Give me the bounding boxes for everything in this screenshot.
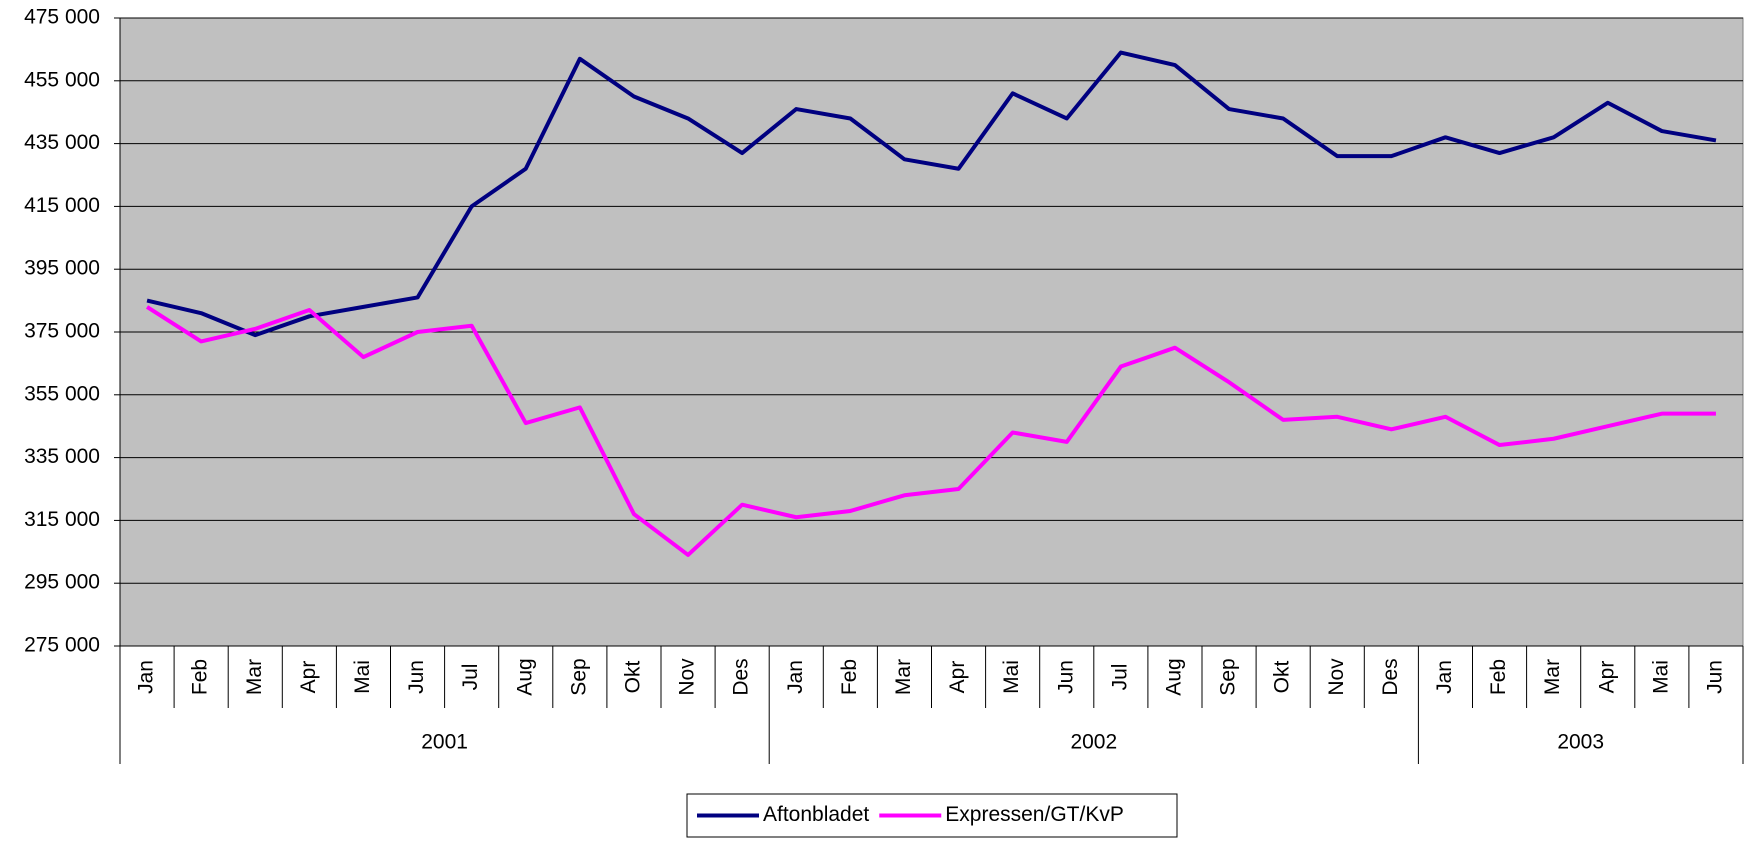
x-tick-label: Jun — [1054, 660, 1077, 694]
legend-label: Expressen/GT/KvP — [945, 803, 1124, 826]
y-tick-label: 275 000 — [24, 634, 100, 657]
x-tick-label: Feb — [1487, 659, 1510, 695]
series-line — [145, 305, 1716, 557]
x-tick-label: Aug — [513, 658, 536, 695]
y-tick-label: 375 000 — [24, 320, 100, 343]
x-tick-label: Nov — [1325, 658, 1348, 696]
x-tick-label: Des — [1379, 658, 1402, 695]
x-tick-label: Jul — [1108, 664, 1131, 691]
y-tick-label: 415 000 — [24, 194, 100, 217]
x-tick-label: Mai — [351, 660, 374, 694]
group-label: 2002 — [1070, 731, 1117, 754]
x-tick-label: Jan — [1433, 660, 1456, 694]
series-line — [146, 50, 1717, 338]
x-tick-label: Jul — [459, 664, 482, 691]
y-tick-label: 295 000 — [24, 571, 100, 594]
x-tick-label: Mai — [1649, 660, 1672, 694]
x-tick-label: Jan — [784, 660, 807, 694]
x-tick-label: Sep — [1217, 658, 1240, 695]
x-tick-label: Apr — [946, 661, 969, 694]
x-tick-label: Jun — [405, 660, 428, 694]
x-tick-label: Feb — [189, 659, 212, 695]
x-tick-label: Des — [730, 658, 753, 695]
y-tick-label: 315 000 — [24, 508, 100, 531]
x-tick-label: Sep — [567, 658, 590, 695]
group-label: 2003 — [1557, 731, 1604, 754]
x-tick-label: Mar — [1541, 659, 1564, 695]
group-label: 2001 — [421, 731, 468, 754]
x-tick-label: Okt — [621, 661, 644, 694]
x-tick-label: Apr — [297, 661, 320, 694]
y-tick-label: 395 000 — [24, 257, 100, 280]
x-tick-label: Nov — [676, 658, 699, 696]
y-tick-label: 335 000 — [24, 445, 100, 468]
x-tick-label: Jan — [135, 660, 158, 694]
y-tick-label: 455 000 — [24, 68, 100, 91]
x-tick-label: Mar — [243, 659, 266, 695]
x-tick-label: Apr — [1595, 661, 1618, 694]
y-tick-label: 435 000 — [24, 131, 100, 154]
x-tick-label: Feb — [838, 659, 861, 695]
x-tick-label: Mai — [1000, 660, 1023, 694]
x-tick-label: Aug — [1162, 658, 1185, 695]
legend-label: Aftonbladet — [763, 803, 869, 826]
y-tick-label: 475 000 — [24, 6, 100, 29]
x-tick-label: Okt — [1271, 661, 1294, 694]
x-tick-label: Jun — [1703, 660, 1726, 694]
y-tick-label: 355 000 — [24, 382, 100, 405]
x-tick-label: Mar — [892, 659, 915, 695]
